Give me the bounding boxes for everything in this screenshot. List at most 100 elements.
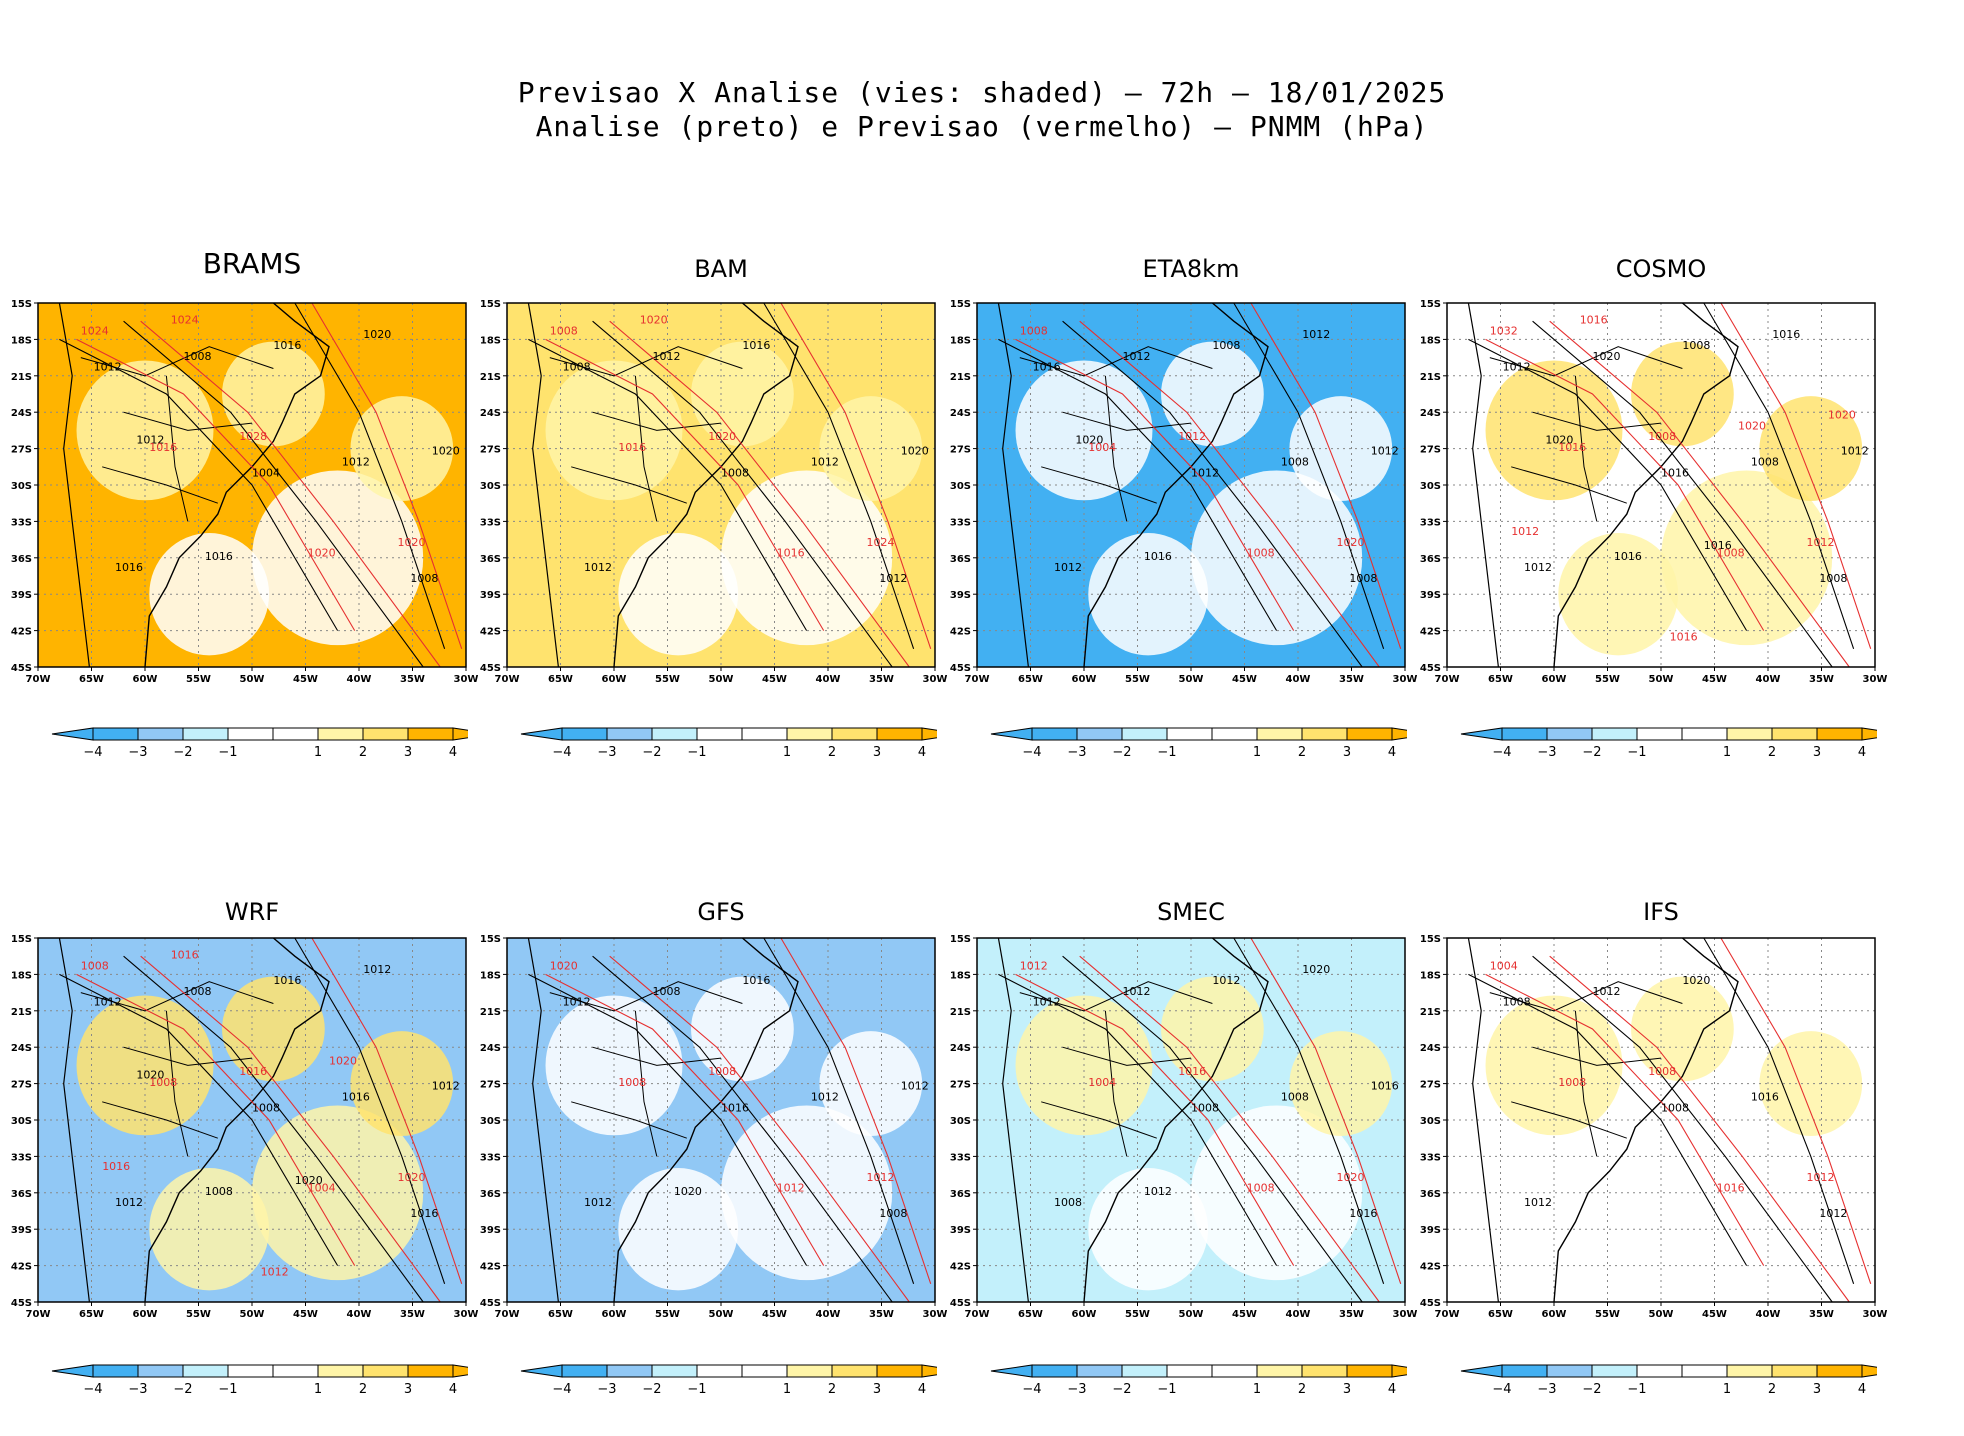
forecast-label: 1016 — [1558, 441, 1586, 454]
lat-tick-label: 21S — [950, 1007, 971, 1018]
colorbar-label: −2 — [173, 745, 192, 760]
lon-tick-label: 60W — [602, 1309, 627, 1320]
analysis-label: 1012 — [363, 963, 391, 976]
analysis-label: 1016 — [1772, 328, 1800, 341]
panel-title-gfs: GFS — [697, 898, 745, 926]
lat-tick-label: 21S — [1420, 372, 1441, 383]
title-line-1: Previsao X Analise (vies: shaded) — 72h … — [517, 76, 1447, 109]
colorbar-label: 3 — [404, 745, 412, 760]
analysis-contour — [59, 338, 339, 631]
forecast-contour — [545, 973, 825, 1266]
panel-title-cosmo: COSMO — [1615, 255, 1707, 283]
colorbar-label: −4 — [1492, 1382, 1511, 1397]
analysis-contour — [59, 973, 339, 1266]
colorbar-segment — [272, 727, 319, 741]
colorbar-segment — [561, 1364, 608, 1378]
colorbar-label: 4 — [1858, 1382, 1866, 1397]
lat-tick-label: 18S — [480, 335, 501, 346]
forecast-contour — [1250, 937, 1402, 1284]
analysis-label: 1012 — [811, 455, 839, 468]
lat-tick-label: 39S — [11, 1225, 32, 1236]
colorbar-segment — [561, 727, 608, 741]
lon-tick-label: 50W — [240, 674, 265, 685]
panel-title-bam: BAM — [694, 255, 748, 283]
colorbar-segment — [272, 1364, 319, 1378]
analysis-label: 1016 — [115, 561, 143, 574]
lon-tick-label: 55W — [655, 1309, 680, 1320]
lon-tick-label: 60W — [133, 1309, 158, 1320]
colorbar-segment — [1211, 1364, 1258, 1378]
analysis-label: 1012 — [1503, 361, 1531, 374]
analysis-contour — [1703, 302, 1855, 649]
forecast-label: 1024 — [867, 536, 895, 549]
colorbar-wrf: −4 −3 −2 −1 1 2 3 4 — [51, 1364, 468, 1397]
forecast-label: 1012 — [1020, 960, 1048, 973]
bias-blob — [350, 396, 454, 502]
colorbar-segment — [1591, 727, 1638, 741]
colorbar-segment — [1076, 1364, 1123, 1378]
analysis-label: 1016 — [721, 1101, 749, 1114]
colorbar-segment — [1346, 1364, 1393, 1378]
lat-tick-label: 33S — [1420, 517, 1441, 528]
colorbar-segment — [1681, 1364, 1728, 1378]
colorbar-label: −3 — [597, 745, 616, 760]
colorbar-segment — [1771, 1364, 1818, 1378]
lat-tick-label: 36S — [950, 554, 971, 565]
colorbar-segment — [651, 1364, 698, 1378]
analysis-label: 1012 — [1054, 561, 1082, 574]
lon-tick-label: 35W — [869, 1309, 894, 1320]
colorbar-label: −3 — [1537, 1382, 1556, 1397]
lat-tick-label: 39S — [950, 1225, 971, 1236]
analysis-contour — [1468, 338, 1748, 631]
colorbar-label: 4 — [449, 745, 457, 760]
forecast-label: 1008 — [1648, 430, 1676, 443]
analysis-label: 1008 — [1503, 996, 1531, 1009]
bias-blob — [691, 976, 794, 1082]
colorbar-arrow-left — [1460, 1364, 1503, 1378]
colorbar-segment — [362, 727, 409, 741]
bias-blob — [819, 396, 923, 502]
lon-tick-label: 50W — [1179, 674, 1204, 685]
lon-tick-label: 45W — [293, 674, 318, 685]
lon-tick-label: 55W — [1125, 1309, 1150, 1320]
analysis-label: 1016 — [273, 974, 301, 987]
lat-tick-label: 45S — [11, 1298, 32, 1309]
lat-tick-label: 24S — [950, 1043, 971, 1054]
panel-title-brams: BRAMS — [202, 247, 302, 280]
bias-blob — [1191, 1105, 1363, 1281]
forecast-label: 1016 — [171, 949, 199, 962]
analysis-contour — [592, 955, 893, 1303]
lon-tick-label: 45W — [1702, 1309, 1727, 1320]
lon-tick-label: 70W — [965, 674, 990, 685]
analysis-contour — [763, 937, 915, 1284]
analysis-contour — [123, 955, 424, 1303]
lon-tick-label: 45W — [1702, 674, 1727, 685]
forecast-label: 1008 — [1020, 325, 1048, 338]
colorbar-segment — [227, 727, 274, 741]
analysis-label: 1020 — [1593, 350, 1621, 363]
forecast-label: 1020 — [708, 430, 736, 443]
colorbar-label: 3 — [1813, 745, 1821, 760]
lat-tick-label: 30S — [1420, 1116, 1441, 1127]
analysis-label: 1012 — [1593, 985, 1621, 998]
analysis-label: 1016 — [1704, 539, 1732, 552]
lat-tick-label: 33S — [480, 517, 501, 528]
colorbar-arrow-right — [921, 1364, 937, 1378]
colorbar-segment — [362, 1364, 409, 1378]
analysis-label: 1012 — [136, 434, 164, 447]
lat-tick-label: 21S — [11, 1007, 32, 1018]
colorbar-label: 2 — [359, 1382, 367, 1397]
analysis-label: 1016 — [1033, 361, 1061, 374]
forecast-contour — [1720, 937, 1872, 1284]
map-panel-bam: 1008 1008 1012 1012 1012 1012 1016 1020 1016 1016… — [480, 299, 947, 685]
forecast-label: 1012 — [777, 1182, 805, 1195]
analysis-label: 1016 — [273, 339, 301, 352]
lon-tick-label: 45W — [762, 674, 787, 685]
colorbar-label: −1 — [1627, 1382, 1646, 1397]
colorbar-segment — [1726, 1364, 1773, 1378]
bias-blob — [618, 533, 739, 656]
analysis-contour — [1062, 955, 1363, 1303]
panel-title-smec: SMEC — [1157, 898, 1225, 926]
analysis-label: 1020 — [1545, 434, 1573, 447]
lat-tick-label: 39S — [11, 590, 32, 601]
